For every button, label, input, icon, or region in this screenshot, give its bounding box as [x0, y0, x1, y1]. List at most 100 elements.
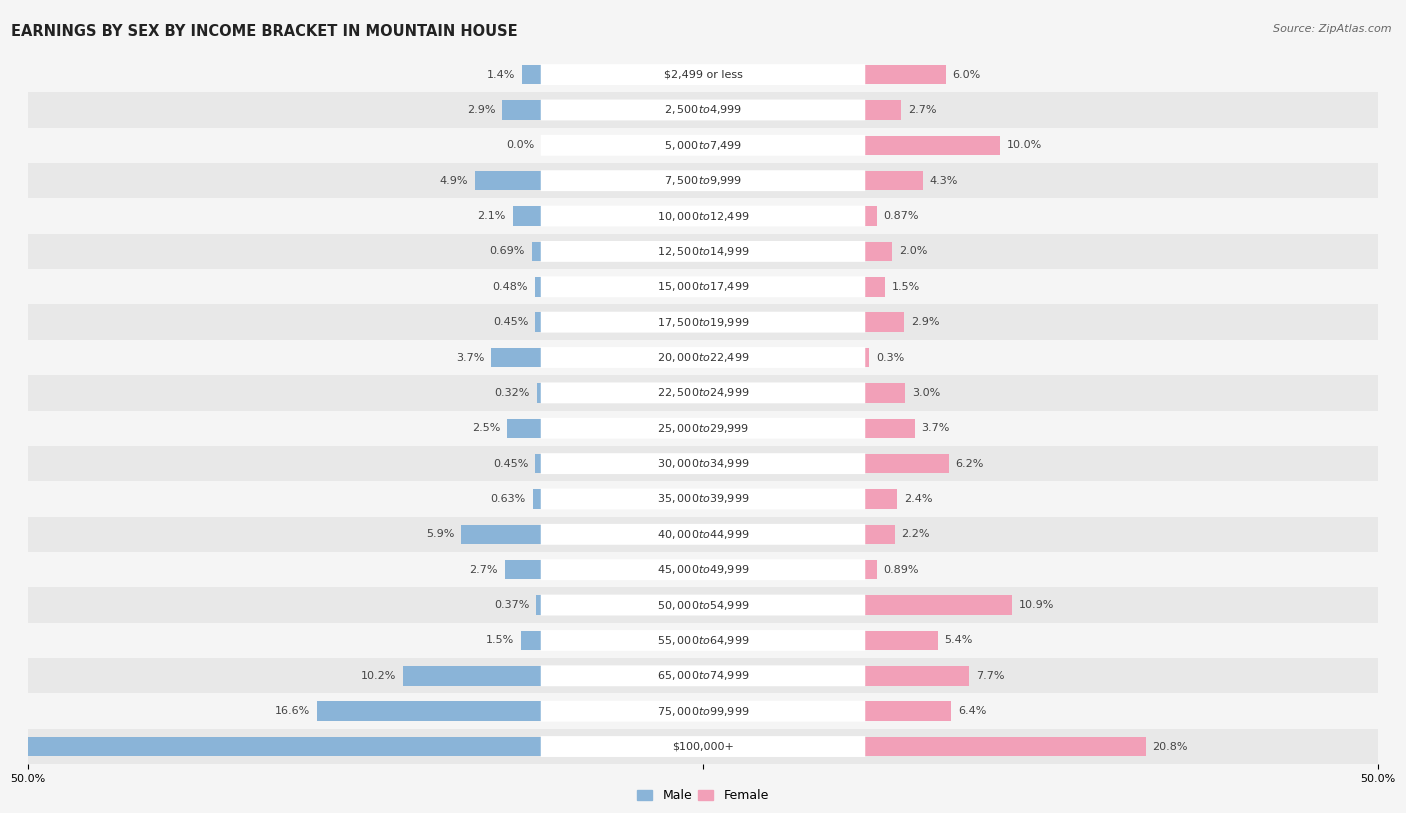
Text: 0.63%: 0.63% [491, 494, 526, 504]
Text: 20.8%: 20.8% [1153, 741, 1188, 751]
Bar [865, 241, 891, 261]
Text: 0.3%: 0.3% [876, 353, 904, 363]
Text: 2.4%: 2.4% [904, 494, 932, 504]
Text: 10.9%: 10.9% [1019, 600, 1054, 610]
Text: 2.7%: 2.7% [470, 565, 498, 575]
Bar [28, 340, 1378, 375]
Text: 3.0%: 3.0% [912, 388, 941, 398]
Bar [865, 631, 938, 650]
Text: $55,000 to $64,999: $55,000 to $64,999 [657, 634, 749, 647]
Text: 6.4%: 6.4% [957, 706, 987, 716]
Bar [28, 446, 1378, 481]
FancyBboxPatch shape [541, 64, 865, 85]
FancyBboxPatch shape [541, 382, 865, 403]
Bar [491, 348, 541, 367]
Bar [865, 666, 969, 685]
Text: $30,000 to $34,999: $30,000 to $34,999 [657, 457, 749, 470]
Text: 4.9%: 4.9% [440, 176, 468, 185]
Text: 5.4%: 5.4% [945, 636, 973, 646]
Text: 5.9%: 5.9% [426, 529, 454, 539]
Text: $22,500 to $24,999: $22,500 to $24,999 [657, 386, 749, 399]
Bar [461, 524, 541, 544]
Bar [520, 631, 541, 650]
Bar [534, 454, 541, 473]
Text: $25,000 to $29,999: $25,000 to $29,999 [657, 422, 749, 435]
Bar [536, 595, 541, 615]
Bar [865, 489, 897, 509]
FancyBboxPatch shape [541, 347, 865, 368]
Bar [404, 666, 541, 685]
Bar [865, 171, 922, 190]
Text: 2.7%: 2.7% [908, 105, 936, 115]
Bar [865, 136, 1000, 155]
Text: 10.2%: 10.2% [361, 671, 396, 680]
Bar [28, 587, 1378, 623]
Text: 0.87%: 0.87% [883, 211, 920, 221]
Bar [865, 207, 877, 226]
Text: $65,000 to $74,999: $65,000 to $74,999 [657, 669, 749, 682]
Text: 2.5%: 2.5% [472, 424, 501, 433]
Bar [865, 312, 904, 332]
Text: $40,000 to $44,999: $40,000 to $44,999 [657, 528, 749, 541]
Bar [0, 737, 541, 756]
FancyBboxPatch shape [541, 701, 865, 722]
Bar [475, 171, 541, 190]
Legend: Male, Female: Male, Female [633, 785, 773, 807]
Bar [28, 57, 1378, 92]
Bar [865, 454, 949, 473]
Text: 6.0%: 6.0% [953, 70, 981, 80]
FancyBboxPatch shape [541, 736, 865, 757]
Bar [28, 233, 1378, 269]
FancyBboxPatch shape [541, 170, 865, 191]
Bar [513, 207, 541, 226]
Text: $2,499 or less: $2,499 or less [664, 70, 742, 80]
Text: 10.0%: 10.0% [1007, 141, 1042, 150]
Bar [28, 163, 1378, 198]
Text: $10,000 to $12,499: $10,000 to $12,499 [657, 210, 749, 223]
FancyBboxPatch shape [541, 665, 865, 686]
Text: $17,500 to $19,999: $17,500 to $19,999 [657, 315, 749, 328]
Text: 2.0%: 2.0% [898, 246, 927, 256]
Text: 1.5%: 1.5% [486, 636, 515, 646]
Text: $45,000 to $49,999: $45,000 to $49,999 [657, 563, 749, 576]
Text: 3.7%: 3.7% [922, 424, 950, 433]
FancyBboxPatch shape [541, 559, 865, 580]
Bar [28, 92, 1378, 128]
Text: 1.4%: 1.4% [486, 70, 516, 80]
Bar [28, 269, 1378, 304]
Bar [865, 702, 952, 721]
Text: 7.7%: 7.7% [976, 671, 1004, 680]
Bar [502, 100, 541, 120]
Bar [508, 419, 541, 438]
Bar [865, 595, 1012, 615]
Bar [28, 198, 1378, 234]
Bar [28, 517, 1378, 552]
Bar [865, 348, 869, 367]
Text: $35,000 to $39,999: $35,000 to $39,999 [657, 493, 749, 506]
Text: 0.32%: 0.32% [495, 388, 530, 398]
Text: $12,500 to $14,999: $12,500 to $14,999 [657, 245, 749, 258]
Bar [522, 65, 541, 85]
Bar [316, 702, 541, 721]
Text: 16.6%: 16.6% [276, 706, 311, 716]
Bar [865, 100, 901, 120]
Text: 0.37%: 0.37% [494, 600, 529, 610]
Bar [28, 481, 1378, 517]
Text: 0.0%: 0.0% [506, 141, 534, 150]
Text: $15,000 to $17,499: $15,000 to $17,499 [657, 280, 749, 293]
FancyBboxPatch shape [541, 311, 865, 333]
FancyBboxPatch shape [541, 594, 865, 615]
Bar [28, 729, 1378, 764]
Text: 0.48%: 0.48% [492, 282, 527, 292]
Text: 2.2%: 2.2% [901, 529, 929, 539]
Bar [534, 277, 541, 297]
Bar [537, 383, 541, 402]
Text: 0.89%: 0.89% [884, 565, 920, 575]
FancyBboxPatch shape [541, 489, 865, 510]
FancyBboxPatch shape [541, 418, 865, 439]
Bar [865, 277, 886, 297]
Text: 6.2%: 6.2% [956, 459, 984, 468]
Bar [28, 376, 1378, 411]
Bar [28, 659, 1378, 693]
Bar [531, 241, 541, 261]
